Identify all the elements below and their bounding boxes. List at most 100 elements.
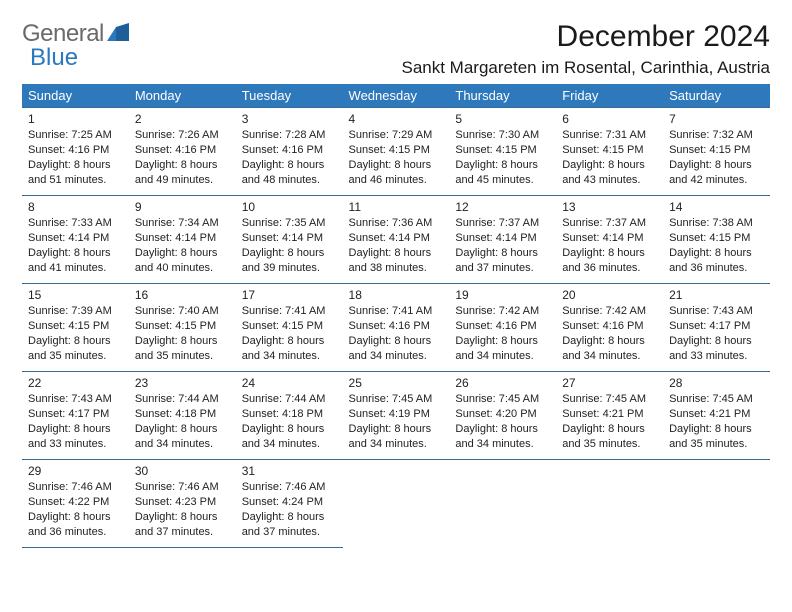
calendar-day-cell: 27Sunrise: 7:45 AMSunset: 4:21 PMDayligh… (556, 372, 663, 460)
sunset-text: Sunset: 4:16 PM (455, 319, 550, 334)
daylight-text: Daylight: 8 hours and 39 minutes. (242, 246, 337, 276)
calendar-day-cell: 14Sunrise: 7:38 AMSunset: 4:15 PMDayligh… (663, 196, 770, 284)
day-number: 8 (28, 199, 123, 215)
calendar-day-cell: 30Sunrise: 7:46 AMSunset: 4:23 PMDayligh… (129, 460, 236, 548)
sunrise-text: Sunrise: 7:40 AM (135, 304, 230, 319)
day-number: 29 (28, 463, 123, 479)
calendar-day-cell: 4Sunrise: 7:29 AMSunset: 4:15 PMDaylight… (343, 108, 450, 196)
sunrise-text: Sunrise: 7:46 AM (135, 480, 230, 495)
daylight-text: Daylight: 8 hours and 51 minutes. (28, 158, 123, 188)
calendar-day-cell: 6Sunrise: 7:31 AMSunset: 4:15 PMDaylight… (556, 108, 663, 196)
daylight-text: Daylight: 8 hours and 36 minutes. (562, 246, 657, 276)
sunrise-text: Sunrise: 7:38 AM (669, 216, 764, 231)
daylight-text: Daylight: 8 hours and 34 minutes. (242, 422, 337, 452)
sunrise-text: Sunrise: 7:46 AM (28, 480, 123, 495)
weekday-header: Wednesday (343, 84, 450, 108)
sunset-text: Sunset: 4:16 PM (135, 143, 230, 158)
sunset-text: Sunset: 4:15 PM (669, 231, 764, 246)
sunrise-text: Sunrise: 7:25 AM (28, 128, 123, 143)
weekday-header: Sunday (22, 84, 129, 108)
daylight-text: Daylight: 8 hours and 35 minutes. (669, 422, 764, 452)
calendar-day-cell: 17Sunrise: 7:41 AMSunset: 4:15 PMDayligh… (236, 284, 343, 372)
sunrise-text: Sunrise: 7:42 AM (455, 304, 550, 319)
sunset-text: Sunset: 4:22 PM (28, 495, 123, 510)
sunrise-text: Sunrise: 7:46 AM (242, 480, 337, 495)
calendar-day-cell: 21Sunrise: 7:43 AMSunset: 4:17 PMDayligh… (663, 284, 770, 372)
daylight-text: Daylight: 8 hours and 38 minutes. (349, 246, 444, 276)
daylight-text: Daylight: 8 hours and 34 minutes. (455, 334, 550, 364)
weekday-header: Friday (556, 84, 663, 108)
sunset-text: Sunset: 4:16 PM (28, 143, 123, 158)
sunrise-text: Sunrise: 7:41 AM (242, 304, 337, 319)
sunset-text: Sunset: 4:15 PM (135, 319, 230, 334)
sunrise-text: Sunrise: 7:26 AM (135, 128, 230, 143)
sunrise-text: Sunrise: 7:45 AM (562, 392, 657, 407)
calendar-week-row: 1Sunrise: 7:25 AMSunset: 4:16 PMDaylight… (22, 108, 770, 196)
day-number: 13 (562, 199, 657, 215)
sunrise-text: Sunrise: 7:45 AM (349, 392, 444, 407)
calendar-day-cell: 22Sunrise: 7:43 AMSunset: 4:17 PMDayligh… (22, 372, 129, 460)
day-number: 7 (669, 111, 764, 127)
sunset-text: Sunset: 4:16 PM (242, 143, 337, 158)
sunrise-text: Sunrise: 7:31 AM (562, 128, 657, 143)
weekday-header: Saturday (663, 84, 770, 108)
calendar-day-cell: 9Sunrise: 7:34 AMSunset: 4:14 PMDaylight… (129, 196, 236, 284)
day-number: 21 (669, 287, 764, 303)
sunrise-text: Sunrise: 7:45 AM (669, 392, 764, 407)
day-number: 6 (562, 111, 657, 127)
weekday-header: Tuesday (236, 84, 343, 108)
calendar-header-row: SundayMondayTuesdayWednesdayThursdayFrid… (22, 84, 770, 108)
sunset-text: Sunset: 4:14 PM (28, 231, 123, 246)
day-number: 11 (349, 199, 444, 215)
daylight-text: Daylight: 8 hours and 45 minutes. (455, 158, 550, 188)
sunset-text: Sunset: 4:15 PM (455, 143, 550, 158)
calendar-day-cell: 19Sunrise: 7:42 AMSunset: 4:16 PMDayligh… (449, 284, 556, 372)
daylight-text: Daylight: 8 hours and 37 minutes. (455, 246, 550, 276)
daylight-text: Daylight: 8 hours and 34 minutes. (349, 334, 444, 364)
sunset-text: Sunset: 4:14 PM (135, 231, 230, 246)
calendar-day-cell: 5Sunrise: 7:30 AMSunset: 4:15 PMDaylight… (449, 108, 556, 196)
sunset-text: Sunset: 4:15 PM (349, 143, 444, 158)
calendar-day-cell (343, 460, 450, 548)
sunrise-text: Sunrise: 7:37 AM (455, 216, 550, 231)
sunset-text: Sunset: 4:16 PM (349, 319, 444, 334)
calendar-day-cell: 31Sunrise: 7:46 AMSunset: 4:24 PMDayligh… (236, 460, 343, 548)
daylight-text: Daylight: 8 hours and 35 minutes. (562, 422, 657, 452)
daylight-text: Daylight: 8 hours and 49 minutes. (135, 158, 230, 188)
day-number: 12 (455, 199, 550, 215)
sunset-text: Sunset: 4:18 PM (135, 407, 230, 422)
daylight-text: Daylight: 8 hours and 42 minutes. (669, 158, 764, 188)
daylight-text: Daylight: 8 hours and 40 minutes. (135, 246, 230, 276)
sunrise-text: Sunrise: 7:29 AM (349, 128, 444, 143)
calendar-day-cell: 23Sunrise: 7:44 AMSunset: 4:18 PMDayligh… (129, 372, 236, 460)
calendar-week-row: 22Sunrise: 7:43 AMSunset: 4:17 PMDayligh… (22, 372, 770, 460)
sunset-text: Sunset: 4:14 PM (349, 231, 444, 246)
calendar-day-cell: 25Sunrise: 7:45 AMSunset: 4:19 PMDayligh… (343, 372, 450, 460)
title-block: December 2024 (557, 20, 770, 54)
daylight-text: Daylight: 8 hours and 36 minutes. (28, 510, 123, 540)
sunrise-text: Sunrise: 7:36 AM (349, 216, 444, 231)
daylight-text: Daylight: 8 hours and 35 minutes. (135, 334, 230, 364)
calendar-day-cell: 2Sunrise: 7:26 AMSunset: 4:16 PMDaylight… (129, 108, 236, 196)
day-number: 24 (242, 375, 337, 391)
sunrise-text: Sunrise: 7:44 AM (135, 392, 230, 407)
sunset-text: Sunset: 4:24 PM (242, 495, 337, 510)
logo-text-blue: Blue (30, 44, 78, 72)
day-number: 9 (135, 199, 230, 215)
logo-mark-icon (107, 20, 131, 48)
day-number: 31 (242, 463, 337, 479)
sunrise-text: Sunrise: 7:43 AM (669, 304, 764, 319)
sunset-text: Sunset: 4:14 PM (242, 231, 337, 246)
calendar-day-cell: 12Sunrise: 7:37 AMSunset: 4:14 PMDayligh… (449, 196, 556, 284)
sunrise-text: Sunrise: 7:37 AM (562, 216, 657, 231)
calendar-day-cell: 26Sunrise: 7:45 AMSunset: 4:20 PMDayligh… (449, 372, 556, 460)
sunset-text: Sunset: 4:19 PM (349, 407, 444, 422)
sunset-text: Sunset: 4:17 PM (669, 319, 764, 334)
daylight-text: Daylight: 8 hours and 46 minutes. (349, 158, 444, 188)
sunset-text: Sunset: 4:15 PM (562, 143, 657, 158)
day-number: 22 (28, 375, 123, 391)
sunset-text: Sunset: 4:15 PM (669, 143, 764, 158)
day-number: 25 (349, 375, 444, 391)
header: General December 2024 (22, 20, 770, 54)
day-number: 28 (669, 375, 764, 391)
